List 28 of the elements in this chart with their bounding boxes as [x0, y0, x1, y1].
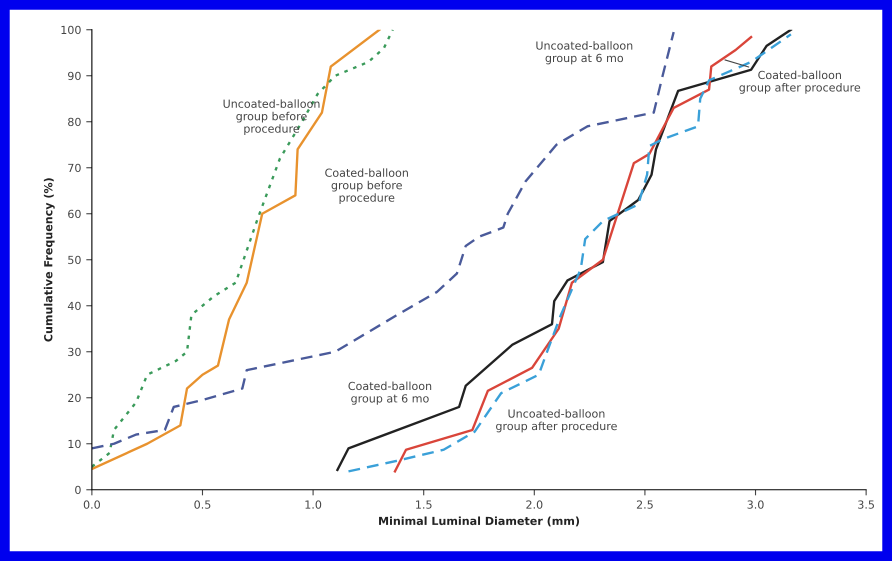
x-tick-label: 0.5 [194, 500, 210, 509]
y-tick-label: 60 [68, 210, 81, 218]
y-tick-label: 20 [68, 394, 81, 402]
x-tick-label: 1.5 [416, 500, 432, 509]
annotation: Coated-balloon group before procedure [325, 168, 408, 204]
y-tick-label: 80 [68, 118, 81, 126]
x-tick-label: 2.5 [636, 500, 653, 509]
y-tick-label: 30 [68, 348, 81, 356]
x-tick-label: 3.0 [748, 500, 764, 509]
annotation: Uncoated-balloon group at 6 mo [536, 41, 632, 64]
x-tick-label: 3.5 [858, 500, 874, 509]
y-tick-label: 50 [68, 256, 81, 264]
y-tick-label: 100 [61, 26, 81, 34]
line-series [92, 30, 675, 450]
x-tick-label: 0.0 [84, 500, 100, 509]
annotation: Uncoated-balloon group before procedure [224, 99, 320, 135]
y-tick-label: 70 [68, 164, 81, 172]
y-tick-label: 90 [68, 72, 81, 80]
y-tick-label: 40 [68, 302, 81, 310]
annotation: Coated-balloon group at 6 mo [348, 382, 432, 405]
y-tick-label: 0 [75, 486, 81, 494]
y-axis-title: Cumulative Frequency (%) [44, 178, 55, 342]
y-tick-label: 10 [68, 440, 81, 448]
x-tick-label: 2.0 [526, 500, 542, 509]
x-tick-label: 1.0 [305, 500, 322, 509]
x-axis-title: Minimal Luminal Diameter (mm) [379, 516, 580, 526]
annotation: Uncoated-balloon group after procedure [496, 409, 617, 432]
annotation: Coated-balloon group after procedure [739, 70, 860, 94]
